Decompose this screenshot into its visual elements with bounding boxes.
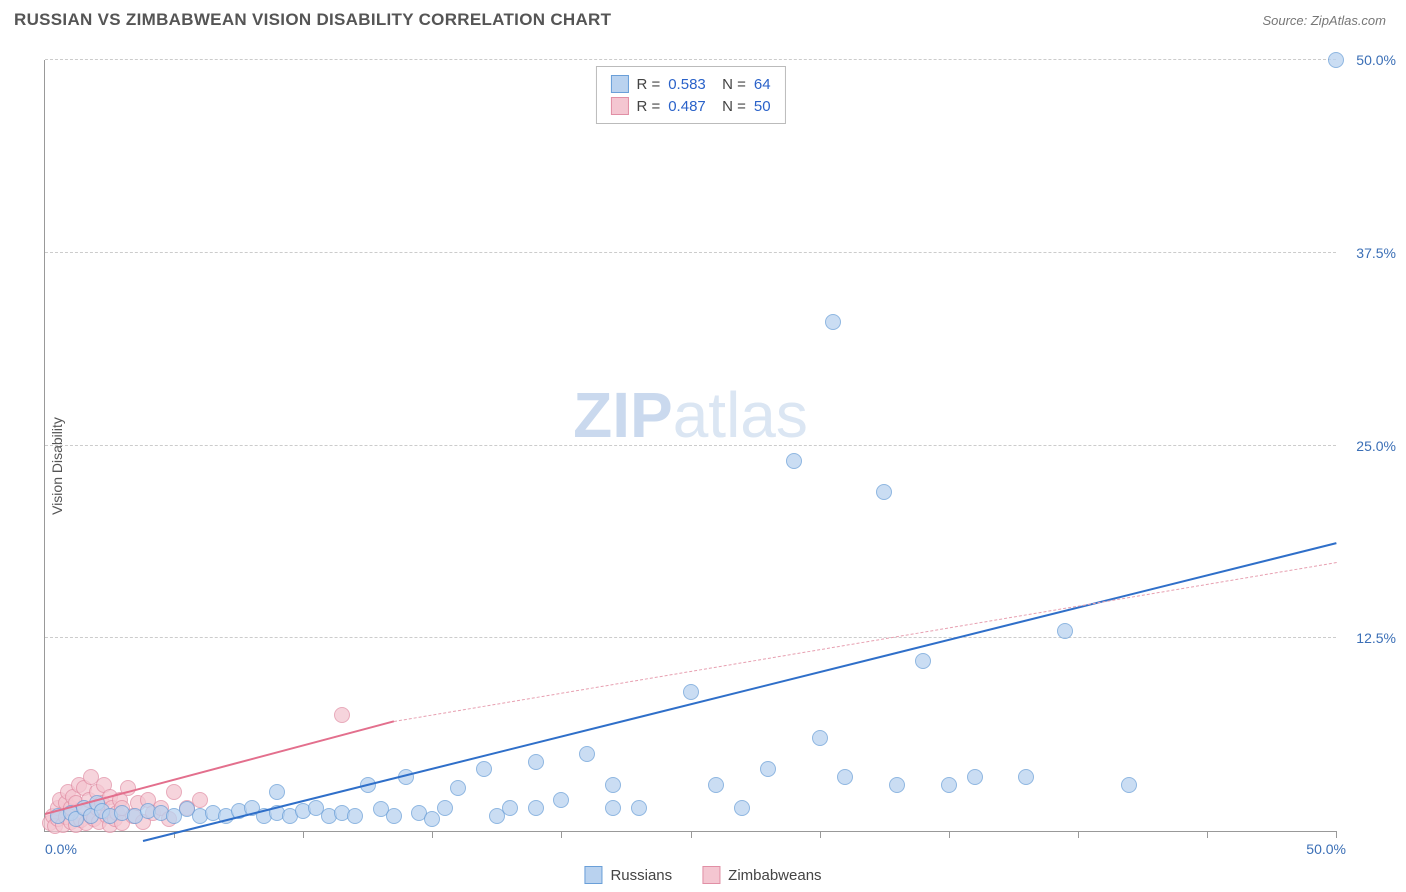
data-point bbox=[347, 808, 363, 824]
data-point bbox=[166, 784, 182, 800]
source-attribution: Source: ZipAtlas.com bbox=[1262, 13, 1386, 28]
legend-item-russians: Russians bbox=[584, 866, 672, 884]
data-point bbox=[825, 314, 841, 330]
x-tick bbox=[432, 831, 433, 838]
data-point bbox=[734, 800, 750, 816]
data-point bbox=[579, 746, 595, 762]
data-point bbox=[528, 754, 544, 770]
x-tick bbox=[820, 831, 821, 838]
x-tick bbox=[1207, 831, 1208, 838]
y-tick-label: 37.5% bbox=[1341, 245, 1396, 261]
data-point bbox=[760, 761, 776, 777]
data-point bbox=[605, 777, 621, 793]
data-point bbox=[1057, 623, 1073, 639]
data-point bbox=[967, 769, 983, 785]
y-tick-label: 25.0% bbox=[1341, 438, 1396, 454]
x-tick bbox=[561, 831, 562, 838]
data-point bbox=[786, 453, 802, 469]
y-tick-label: 50.0% bbox=[1341, 52, 1396, 68]
data-point bbox=[386, 808, 402, 824]
data-point bbox=[683, 684, 699, 700]
data-point bbox=[605, 800, 621, 816]
data-point bbox=[708, 777, 724, 793]
x-axis-label: 0.0% bbox=[45, 841, 77, 857]
watermark: ZIPatlas bbox=[573, 378, 808, 452]
legend-item-zimbabweans: Zimbabweans bbox=[702, 866, 821, 884]
data-point bbox=[553, 792, 569, 808]
data-point bbox=[1121, 777, 1137, 793]
data-point bbox=[1018, 769, 1034, 785]
gridline bbox=[45, 59, 1336, 60]
data-point bbox=[334, 707, 350, 723]
data-point bbox=[812, 730, 828, 746]
swatch-zimbabweans bbox=[610, 97, 628, 115]
data-point bbox=[450, 780, 466, 796]
chart-title: RUSSIAN VS ZIMBABWEAN VISION DISABILITY … bbox=[14, 10, 611, 30]
data-point bbox=[889, 777, 905, 793]
plot-area: ZIPatlas R = 0.583 N = 64 R = 0.487 N = … bbox=[44, 60, 1336, 832]
x-tick bbox=[691, 831, 692, 838]
x-axis-label: 50.0% bbox=[1306, 841, 1346, 857]
trend-line bbox=[143, 542, 1337, 842]
swatch-zimbabweans-icon bbox=[702, 866, 720, 884]
data-point bbox=[424, 811, 440, 827]
swatch-russians-icon bbox=[584, 866, 602, 884]
data-point bbox=[269, 784, 285, 800]
x-tick bbox=[1078, 831, 1079, 838]
data-point bbox=[941, 777, 957, 793]
x-tick bbox=[303, 831, 304, 838]
data-point bbox=[528, 800, 544, 816]
correlation-legend: R = 0.583 N = 64 R = 0.487 N = 50 bbox=[595, 66, 785, 124]
gridline bbox=[45, 445, 1336, 446]
data-point bbox=[476, 761, 492, 777]
data-point bbox=[437, 800, 453, 816]
trend-line bbox=[394, 562, 1337, 722]
data-point bbox=[502, 800, 518, 816]
bottom-legend: Russians Zimbabweans bbox=[584, 866, 821, 884]
legend-row-zimbabweans: R = 0.487 N = 50 bbox=[610, 95, 770, 117]
swatch-russians bbox=[610, 75, 628, 93]
x-tick bbox=[1336, 831, 1337, 838]
data-point bbox=[631, 800, 647, 816]
x-tick bbox=[949, 831, 950, 838]
data-point bbox=[837, 769, 853, 785]
data-point bbox=[876, 484, 892, 500]
data-point bbox=[915, 653, 931, 669]
gridline bbox=[45, 252, 1336, 253]
chart-container: Vision Disability ZIPatlas R = 0.583 N =… bbox=[0, 40, 1406, 892]
gridline bbox=[45, 637, 1336, 638]
legend-row-russians: R = 0.583 N = 64 bbox=[610, 73, 770, 95]
y-tick-label: 12.5% bbox=[1341, 630, 1396, 646]
data-point bbox=[1328, 52, 1344, 68]
